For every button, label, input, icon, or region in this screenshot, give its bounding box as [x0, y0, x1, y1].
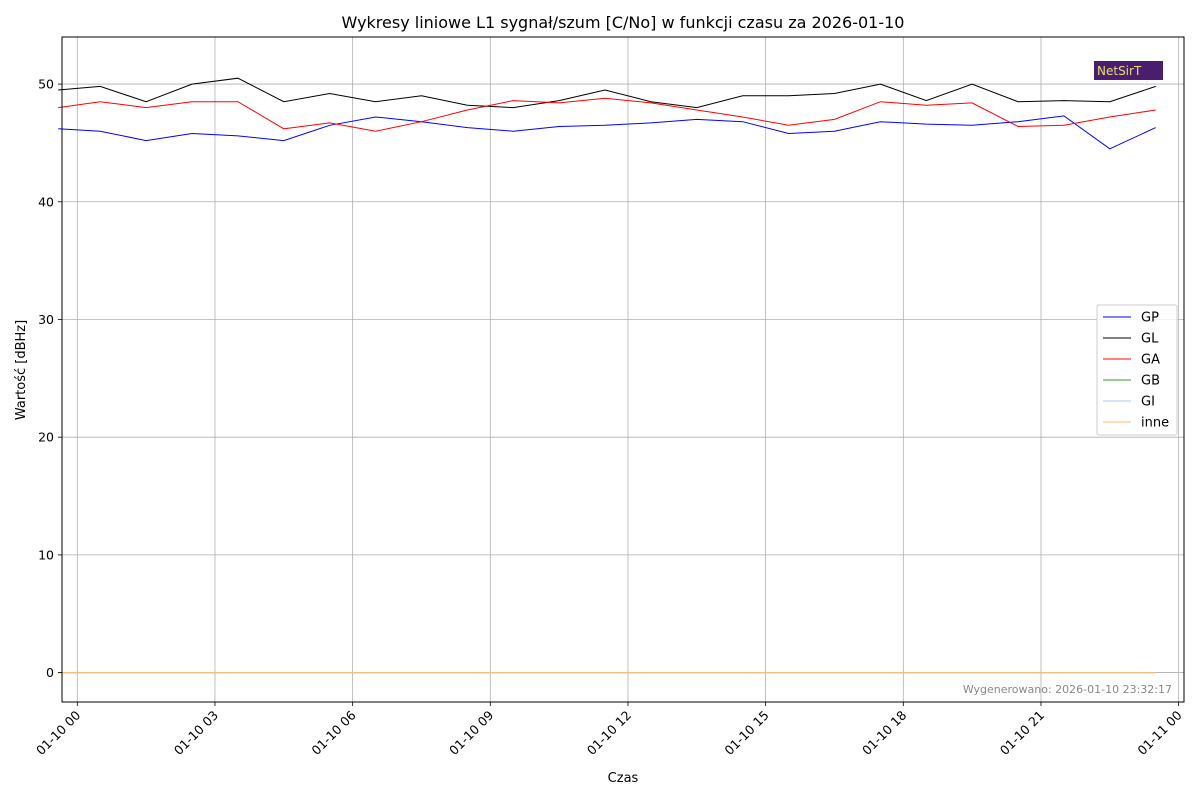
legend-entry: inne — [1141, 416, 1169, 431]
grid-lines — [62, 37, 1184, 702]
legend-entry: GP — [1141, 311, 1159, 326]
x-tick-label: 01-10 12 — [584, 708, 634, 758]
x-tick-label: 01-10 18 — [859, 707, 909, 757]
netsirt-logo: NetSirT — [1094, 61, 1163, 80]
x-tick-label: 01-10 03 — [171, 708, 221, 758]
y-tick-label: 20 — [38, 430, 54, 445]
x-tick-label: 01-10 06 — [308, 707, 358, 757]
x-tick-label: 01-10 09 — [446, 707, 496, 757]
x-tick-label: 01-10 21 — [997, 708, 1047, 758]
x-tick-label: 01-11 00 — [1134, 707, 1184, 757]
x-tick-label: 01-10 15 — [721, 708, 771, 758]
x-axis-ticks: 01-10 00 01-10 03 01-10 06 01-10 09 01-10 12… — [33, 702, 1185, 758]
legend-entry: GA — [1141, 353, 1160, 368]
y-tick-label: 50 — [38, 77, 54, 92]
legend-entry: GB — [1141, 374, 1160, 389]
series-line-GA — [58, 97, 1156, 132]
chart-title: Wykresy liniowe L1 sygnał/szum [C/No] w … — [342, 13, 905, 32]
x-axis-label: Czas — [608, 771, 639, 786]
legend-entry: GI — [1141, 395, 1155, 410]
y-tick-label: 10 — [38, 547, 54, 562]
plot-frame — [61, 36, 1185, 703]
logo-text: NetSirT — [1097, 64, 1142, 78]
y-tick-label: 0 — [46, 665, 54, 680]
generated-timestamp: Wygenerowano: 2026-01-10 23:32:17 — [963, 683, 1172, 696]
legend-entry: GL — [1141, 332, 1159, 347]
series-line-GL — [58, 77, 1156, 109]
legend: GP GL GA GB GI inne — [1096, 304, 1178, 436]
y-tick-label: 30 — [38, 312, 54, 327]
series-lines — [58, 77, 1156, 674]
y-tick-label: 40 — [38, 194, 54, 209]
series-line-GP — [58, 115, 1156, 150]
x-tick-label: 01-10 00 — [33, 707, 83, 757]
y-axis-label: Wartość [dBHz] — [14, 320, 29, 420]
y-axis-ticks: 0 10 20 30 40 50 — [38, 77, 62, 680]
